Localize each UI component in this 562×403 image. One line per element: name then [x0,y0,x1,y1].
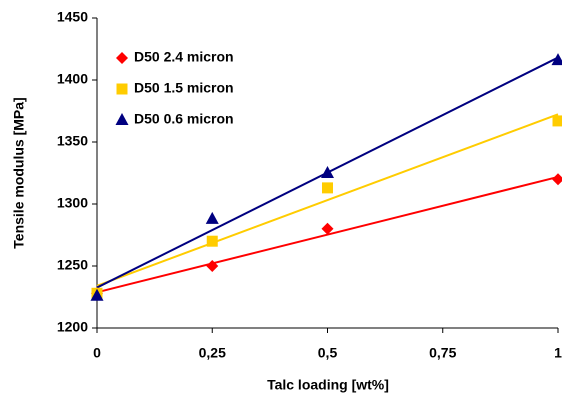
x-tick-label: 0,25 [199,345,226,361]
x-tick-label: 0,75 [429,345,456,361]
marker [321,222,334,235]
legend-label: D50 1.5 micron [134,80,234,96]
x-tick-label: 1 [554,345,562,361]
marker [321,166,334,178]
y-tick-label: 1250 [57,257,88,273]
marker [205,211,219,224]
x-tick-label: 0 [93,345,101,361]
y-axis-title: Tensile modulus [MPa] [11,97,27,248]
marker [206,260,219,272]
x-axis-title: Talc loading [wt%] [267,377,389,393]
marker [206,235,218,247]
trend-line [96,113,559,287]
legend-marker [115,113,129,125]
marker [551,53,562,66]
legend-marker [116,52,128,64]
y-tick-label: 1300 [57,195,88,211]
x-tick-label: 0,5 [318,345,338,361]
marker [322,182,333,194]
y-tick-label: 1350 [57,133,88,149]
legend-label: D50 0.6 micron [134,111,234,127]
y-tick-label: 1200 [57,319,88,335]
legend-marker [116,83,128,95]
marker [552,173,562,186]
y-tick-label: 1450 [57,9,88,25]
marker [90,288,104,301]
marker [552,115,562,127]
y-tick-label: 1400 [57,71,88,87]
legend-label: D50 2.4 micron [134,49,234,65]
